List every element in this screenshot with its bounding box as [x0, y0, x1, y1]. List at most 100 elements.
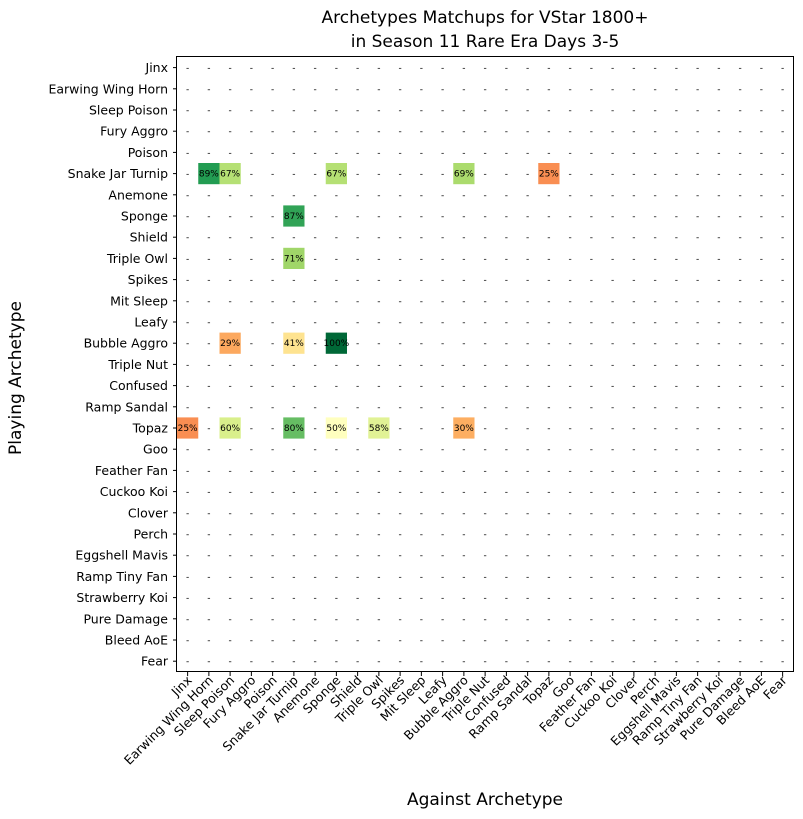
empty-cell-marker: - [505, 212, 508, 222]
empty-cell-marker: - [484, 318, 487, 328]
cell-value-label: 25% [178, 424, 198, 434]
cell-value-label: 87% [284, 212, 304, 222]
cell-value-label: 100% [324, 339, 350, 349]
empty-cell-marker: - [186, 360, 189, 370]
empty-cell-marker: - [186, 445, 189, 455]
empty-cell-marker: - [314, 403, 317, 413]
empty-cell-marker: - [547, 106, 550, 116]
empty-cell-marker: - [675, 403, 678, 413]
cell-value-label: 29% [220, 339, 240, 349]
empty-cell-marker: - [675, 488, 678, 498]
y-tick-label: Jinx [145, 60, 168, 75]
empty-cell-marker: - [271, 254, 274, 264]
empty-cell-marker: - [526, 509, 529, 519]
empty-cell-marker: - [462, 276, 465, 286]
empty-cell-marker: - [399, 106, 402, 116]
empty-cell-marker: - [547, 254, 550, 264]
empty-cell-marker: - [739, 360, 742, 370]
empty-cell-marker: - [292, 382, 295, 392]
empty-cell-marker: - [399, 488, 402, 498]
empty-cell-marker: - [739, 594, 742, 604]
empty-cell-marker: - [399, 254, 402, 264]
empty-cell-marker: - [696, 318, 699, 328]
empty-cell-marker: - [654, 360, 657, 370]
empty-cell-marker: - [399, 551, 402, 561]
empty-cell-marker: - [335, 572, 338, 582]
empty-cell-marker: - [505, 466, 508, 476]
y-tick-label: Bleed AoE [105, 633, 168, 648]
empty-cell-marker: - [377, 551, 380, 561]
empty-cell-marker: - [739, 339, 742, 349]
empty-cell-marker: - [739, 85, 742, 95]
empty-cell-marker: - [654, 318, 657, 328]
empty-cell-marker: - [654, 594, 657, 604]
empty-cell-marker: - [377, 318, 380, 328]
empty-cell-marker: - [547, 594, 550, 604]
y-tick-label: Snake Jar Turnip [68, 166, 168, 181]
empty-cell-marker: - [717, 360, 720, 370]
empty-cell-marker: - [760, 170, 763, 180]
empty-cell-marker: - [484, 191, 487, 201]
cell-value-label: 25% [539, 170, 559, 180]
empty-cell-marker: - [526, 170, 529, 180]
empty-cell-marker: - [356, 551, 359, 561]
empty-cell-marker: - [420, 466, 423, 476]
cell-value-label: 80% [284, 424, 304, 434]
empty-cell-marker: - [356, 318, 359, 328]
empty-cell-marker: - [632, 403, 635, 413]
empty-cell-marker: - [717, 233, 720, 243]
empty-cell-marker: - [186, 488, 189, 498]
empty-cell-marker: - [654, 170, 657, 180]
empty-cell-marker: - [399, 64, 402, 74]
empty-cell-marker: - [399, 466, 402, 476]
empty-cell-marker: - [760, 148, 763, 158]
empty-cell-marker: - [505, 106, 508, 116]
empty-cell-marker: - [717, 85, 720, 95]
empty-cell-marker: - [462, 466, 465, 476]
empty-cell-marker: - [611, 276, 614, 286]
empty-cell-marker: - [760, 657, 763, 667]
empty-cell-marker: - [292, 148, 295, 158]
empty-cell-marker: - [590, 403, 593, 413]
empty-cell-marker: - [696, 636, 699, 646]
empty-cell-marker: - [675, 657, 678, 667]
y-tick-label: Topaz [132, 421, 169, 436]
empty-cell-marker: - [335, 276, 338, 286]
empty-cell-marker: - [229, 551, 232, 561]
empty-cell-marker: - [335, 551, 338, 561]
empty-cell-marker: - [632, 488, 635, 498]
empty-cell-marker: - [207, 64, 210, 74]
empty-cell-marker: - [654, 382, 657, 392]
empty-cell-marker: - [377, 657, 380, 667]
empty-cell-marker: - [781, 191, 784, 201]
empty-cell-marker: - [526, 594, 529, 604]
empty-cell-marker: - [696, 615, 699, 625]
empty-cell-marker: - [314, 297, 317, 307]
y-tick-label: Clover [128, 505, 169, 520]
empty-cell-marker: - [356, 339, 359, 349]
empty-cell-marker: - [377, 382, 380, 392]
empty-cell-marker: - [314, 530, 317, 540]
empty-cell-marker: - [632, 170, 635, 180]
empty-cell-marker: - [611, 403, 614, 413]
empty-cell-marker: - [399, 191, 402, 201]
empty-cell-marker: - [484, 530, 487, 540]
cell-value-label: 41% [284, 339, 304, 349]
empty-cell-marker: - [335, 318, 338, 328]
empty-cell-marker: - [547, 424, 550, 434]
empty-cell-marker: - [377, 339, 380, 349]
empty-cell-marker: - [505, 657, 508, 667]
empty-cell-marker: - [399, 360, 402, 370]
empty-cell-marker: - [654, 339, 657, 349]
empty-cell-marker: - [441, 233, 444, 243]
empty-cell-marker: - [781, 212, 784, 222]
empty-cell-marker: - [377, 466, 380, 476]
empty-cell-marker: - [654, 276, 657, 286]
empty-cell-marker: - [696, 466, 699, 476]
empty-cell-marker: - [547, 85, 550, 95]
empty-cell-marker: - [547, 403, 550, 413]
empty-cell-marker: - [186, 466, 189, 476]
empty-cell-marker: - [611, 382, 614, 392]
empty-cell-marker: - [739, 424, 742, 434]
empty-cell-marker: - [484, 212, 487, 222]
